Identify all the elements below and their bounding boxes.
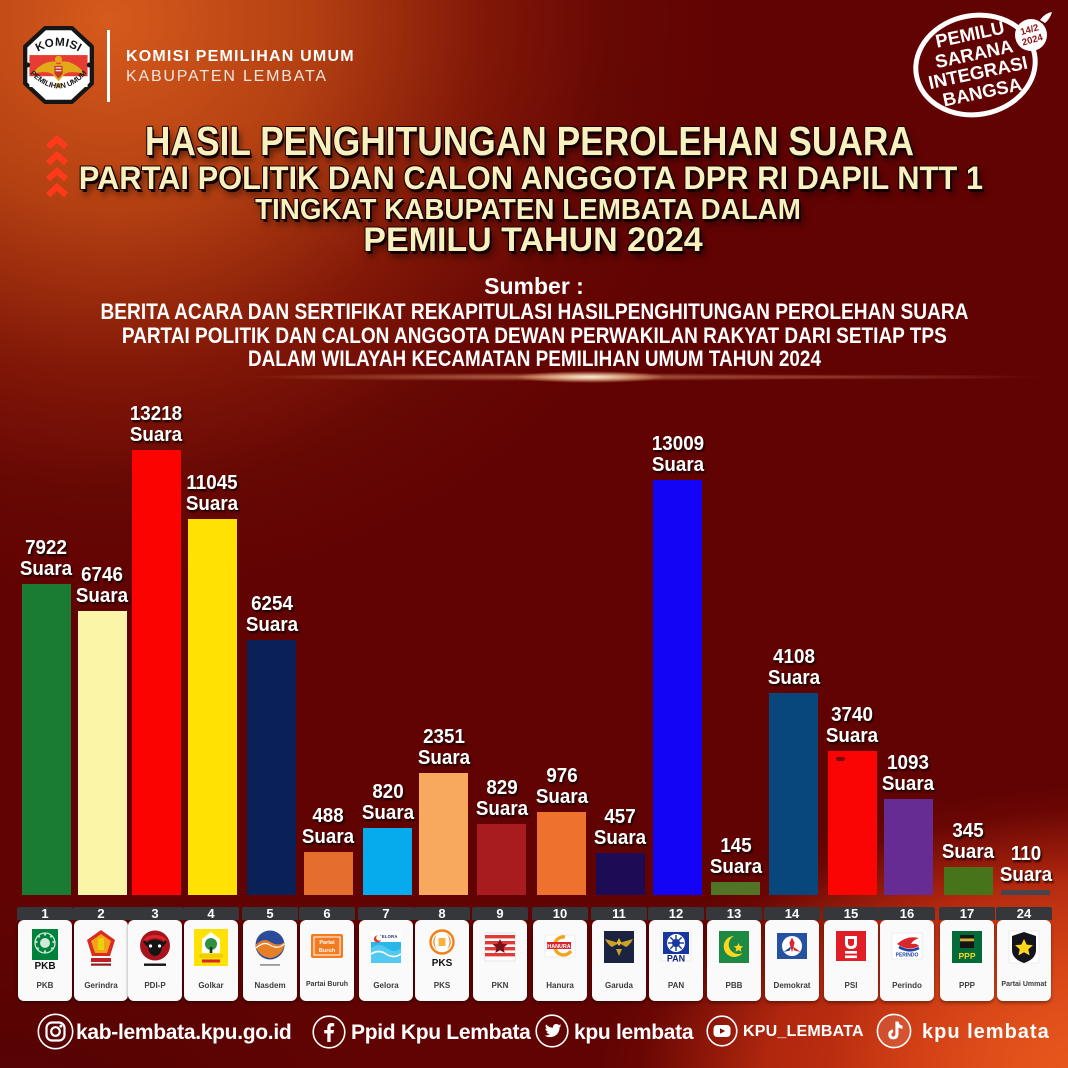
svg-text:PAN: PAN: [667, 954, 685, 964]
svg-text:PKB: PKB: [34, 961, 55, 969]
svg-text:PERINDO: PERINDO: [896, 953, 919, 959]
svg-text:14/2: 14/2: [1019, 22, 1040, 38]
svg-text:Partai: Partai: [319, 940, 335, 946]
svg-text:Buruh: Buruh: [319, 948, 336, 954]
svg-text:PKS: PKS: [432, 958, 453, 969]
svg-text:PPP: PPP: [958, 951, 975, 961]
svg-text:HANURA: HANURA: [547, 944, 570, 950]
svg-text:GELORA: GELORA: [378, 934, 397, 939]
